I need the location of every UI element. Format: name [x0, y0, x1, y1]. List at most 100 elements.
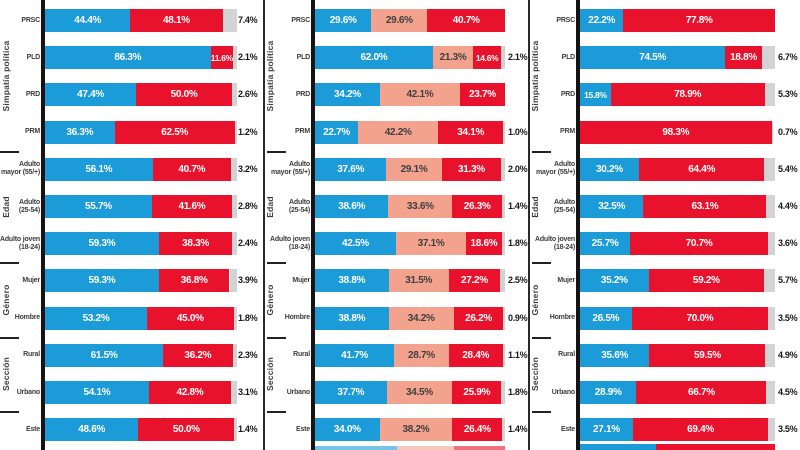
bar-segment-red: 62.5% [114, 120, 235, 144]
bar-value-label: 66.7% [687, 387, 715, 398]
remainder-value-label: 4.4% [778, 201, 798, 211]
bar-value-label: 22.2% [588, 15, 616, 26]
bar-segment-blue: 55.7% [45, 195, 152, 218]
category-axis-line [41, 0, 45, 450]
bar-value-label: 38.3% [182, 238, 210, 250]
bar-segment-blue: 38.6% [315, 195, 389, 218]
bar-row: 22.2% 77.8% [580, 9, 775, 32]
remainder-value-label: 2.4% [238, 238, 258, 249]
remainder-value-label: 1.4% [508, 201, 528, 211]
category-label: PRD [295, 90, 310, 98]
bar-segment-blue: 34.0% [315, 418, 380, 442]
bar-value-label: 50.0% [170, 89, 198, 101]
bar-segment-gray [234, 418, 237, 442]
bar-row: 15.8% 78.9% [580, 83, 775, 107]
bar-segment-red: 41.6% [151, 195, 232, 218]
category-label-line: (25-54) [18, 206, 40, 214]
bar-segment-blue: 15.8% [580, 83, 611, 107]
category-label: Este [561, 425, 575, 433]
remainder-value-label: 2.8% [238, 201, 258, 211]
bar-value-label: 25.9% [463, 387, 491, 398]
bar-value-label: 48.6% [78, 424, 106, 436]
bar-value-label: 42.2% [384, 126, 412, 138]
category-label-line: Adulto [19, 198, 40, 206]
category-label: Este [26, 425, 40, 433]
category-label: PRM [295, 128, 310, 136]
bar-value-label: 26.3% [463, 201, 491, 212]
bar-segment-gray [768, 418, 775, 442]
category-label-line: Adulto joven [270, 235, 310, 243]
bar-segment-salmon [396, 446, 454, 450]
category-axis-line [311, 0, 315, 450]
bar-segment-gray [232, 46, 237, 70]
bar-segment-gray [761, 46, 775, 70]
bar-value-label: 11.6% [210, 52, 233, 63]
bar-row: 59.3% 38.3% [45, 232, 237, 256]
panel-border [263, 0, 265, 450]
bar-value-label: 15.8% [584, 89, 607, 100]
bar-value-label: 48.1% [162, 15, 190, 26]
category-axis-line [576, 0, 580, 450]
category-label: Adulto joven (18-24) [248, 232, 310, 255]
category-label: PRM [25, 128, 40, 136]
bar-row: 86.3% 11.6% [45, 46, 237, 70]
bar-value-label: 22.7% [323, 126, 350, 138]
bar-segment-blue [315, 446, 397, 450]
bar-segment-blue [580, 444, 657, 450]
bar-value-label: 26.2% [465, 312, 492, 324]
bar-row: 30.2% 64.4% [580, 157, 775, 181]
bar-value-label: 18.6% [470, 238, 498, 250]
bar-value-label: 26.5% [592, 312, 620, 324]
bar-segment-blue: 37.7% [315, 381, 387, 404]
bar-segment-red: 70.0% [631, 306, 769, 330]
remainder-value-label: 0.9% [508, 312, 528, 323]
bar-segment-gray [764, 83, 775, 107]
bar-segment-blue: 61.5% [45, 343, 164, 367]
bar-value-label: 38.8% [338, 312, 366, 324]
bar-segment-red: 59.2% [648, 269, 765, 293]
bar-segment-gray [771, 120, 774, 144]
bar-segment-blue: 28.9% [580, 381, 637, 404]
bar-segment-red: 36.8% [158, 269, 230, 293]
bar-segment-red: 66.7% [636, 381, 767, 404]
bar-value-label: 34.0% [333, 424, 361, 436]
category-label: Adulto (25-54) [248, 195, 310, 218]
bar-segment-salmon: 34.5% [386, 381, 453, 404]
bar-value-label: 28.4% [462, 349, 490, 361]
category-label: Urbano [551, 388, 576, 396]
bar-segment-gray [502, 343, 505, 367]
bar-segment-gray [231, 381, 237, 404]
bar-segment-red: 27.2% [448, 269, 501, 293]
bar-segment-blue: 47.4% [45, 83, 136, 107]
bar-segment-blue: 38.8% [315, 306, 389, 330]
bar-segment-blue: 35.2% [580, 269, 649, 293]
bar-segment-red: 69.4% [632, 418, 769, 442]
bar-row: 61.5% 36.2% [45, 343, 237, 367]
bar-segment-blue: 26.5% [580, 306, 632, 330]
bar-segment-gray [234, 120, 237, 144]
bar-segment-salmon: 31.5% [388, 269, 449, 293]
bar-value-label: 37.1% [417, 238, 445, 250]
bar-value-label: 63.1% [691, 201, 719, 212]
bar-segment-red: 14.6% [473, 46, 501, 70]
bar-value-label: 70.0% [686, 312, 714, 324]
bar-segment-salmon: 34.2% [388, 306, 454, 330]
bar-segment-blue: 86.3% [45, 46, 211, 70]
bar-value-label: 50.0% [172, 424, 200, 436]
bar-segment-salmon: 42.1% [379, 83, 460, 107]
category-label: Adulto joven (18-24) [513, 232, 575, 255]
category-label: Adulto mayor (55/+) [248, 158, 310, 181]
category-label: Este [296, 425, 310, 433]
bar-value-label: 21.3% [439, 52, 467, 64]
bar-value-label: 42.1% [406, 89, 434, 101]
group-boundary-tick [267, 151, 286, 153]
bar-value-label: 77.8% [685, 15, 713, 26]
bar-segment-blue: 53.2% [45, 306, 148, 330]
bar-segment-red: 38.3% [158, 232, 233, 256]
bar-segment-red: 40.7% [427, 9, 505, 32]
bar-value-label: 38.6% [338, 201, 366, 212]
bar-segment-gray [501, 46, 505, 70]
remainder-value-label: 3.9% [238, 275, 258, 286]
bar-segment-red: 98.3% [580, 120, 772, 144]
bar-value-label: 40.7% [452, 15, 480, 26]
